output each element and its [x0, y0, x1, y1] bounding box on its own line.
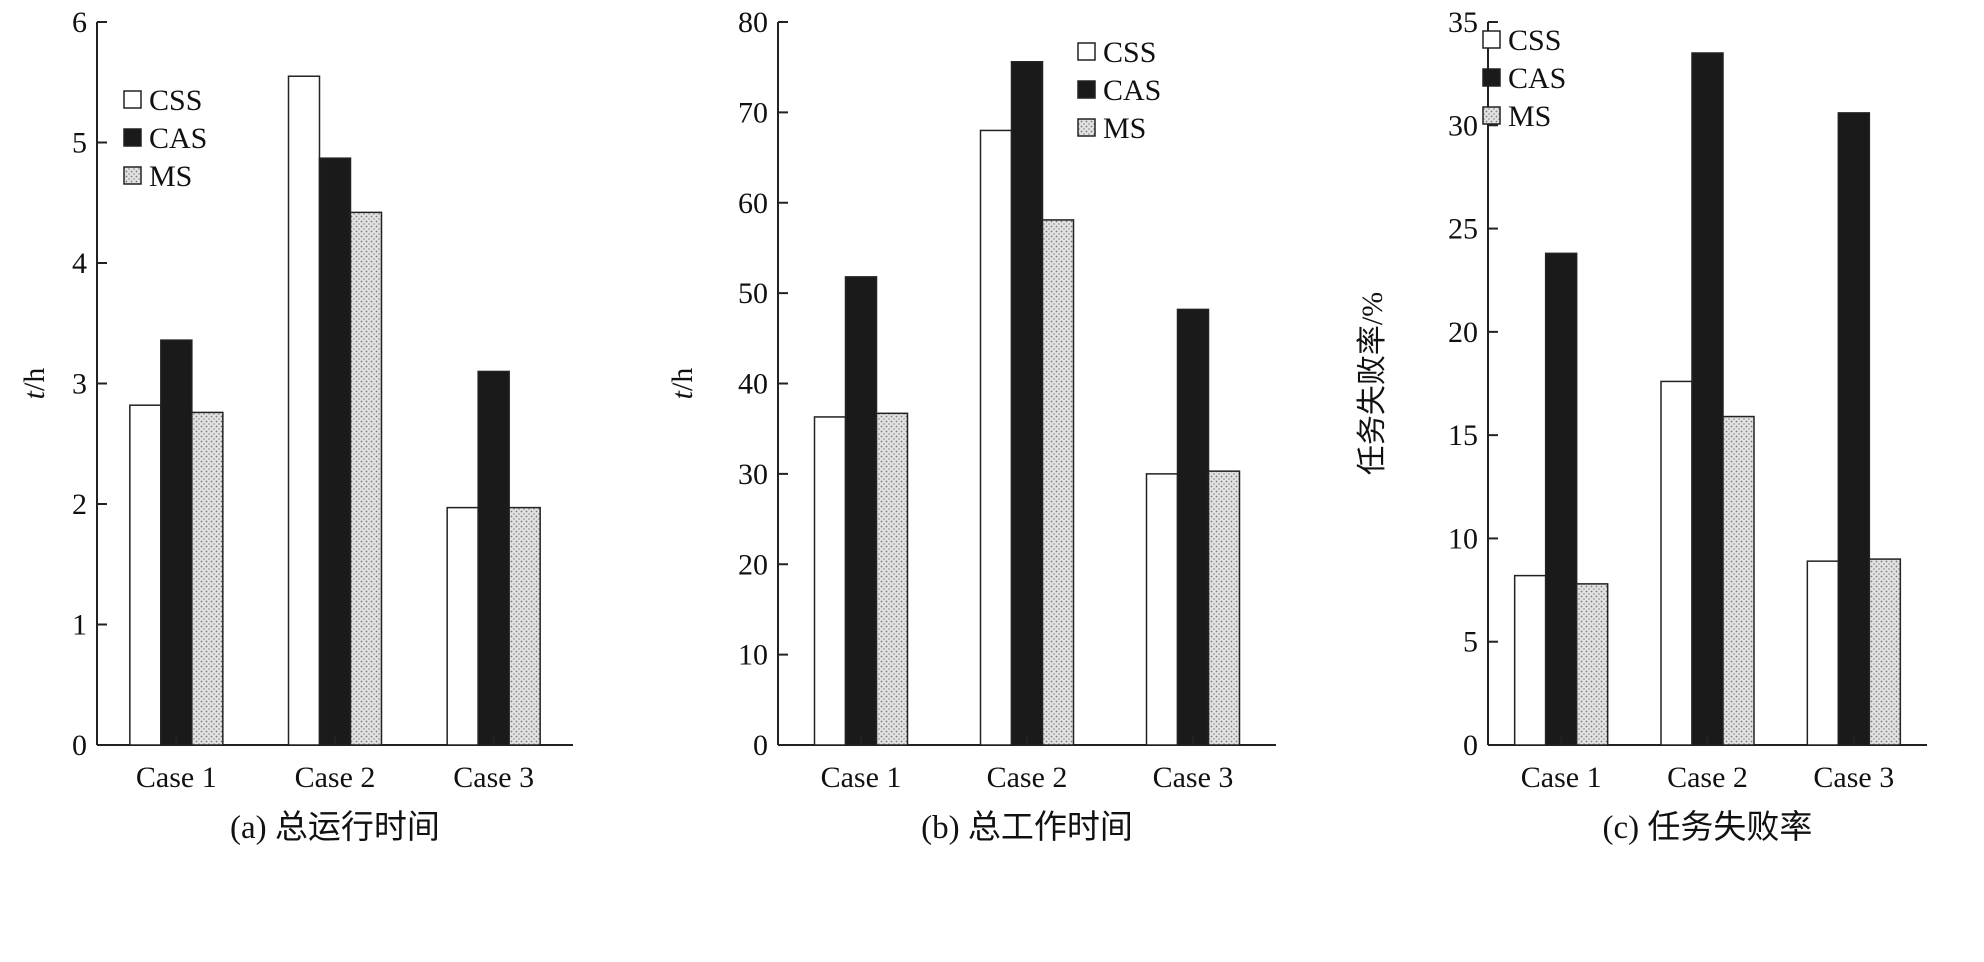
bar-css-1	[813, 416, 847, 746]
y-tick-label: 40	[738, 368, 768, 401]
y-tick-label: 80	[738, 6, 768, 39]
legend-swatch-ms	[1077, 118, 1096, 137]
bar-cas-2	[318, 157, 352, 746]
legend-swatch-cas	[1077, 80, 1096, 99]
legend-swatch-css	[1077, 42, 1096, 61]
chart-panel-1: 0 1 2 3 4 5 6 Case 1 Case 2 Case 3 t/h (a) 总运行时间 CSS…	[18, 6, 573, 846]
y-tick-label: 5	[72, 127, 87, 160]
bar-cas-1	[844, 276, 878, 746]
bar-ms-1	[191, 411, 224, 746]
x-tick-label: Case 3	[453, 761, 534, 794]
y-tick-label: 0	[753, 729, 768, 762]
legend: CSS CAS MS	[123, 84, 207, 193]
y-tick-label: 20	[1448, 316, 1478, 349]
bar-cas-3	[1176, 308, 1210, 746]
x-tick-label: Case 2	[295, 761, 376, 794]
bar-ms-3	[1868, 558, 1902, 746]
legend-label-cas: CAS	[149, 122, 207, 155]
y-tick-label: 60	[738, 187, 768, 220]
y-tick-label: 15	[1448, 419, 1478, 452]
bar-ms-3	[1207, 470, 1241, 746]
legend-label-css: CSS	[149, 84, 202, 117]
x-tick-label: Case 1	[821, 761, 902, 794]
y-axis-label: 任务失败率/%	[1356, 292, 1389, 475]
bar-css-2	[287, 75, 321, 746]
bar-cas-2	[1010, 61, 1044, 746]
bar-css-2	[1660, 380, 1693, 746]
y-tick-label: 20	[738, 548, 768, 581]
x-tick-label: Case 2	[1667, 761, 1748, 794]
y-tick-label: 6	[72, 6, 87, 39]
legend-label-ms: MS	[1103, 112, 1146, 145]
y-tick-label: 30	[1448, 109, 1478, 142]
bar-ms-2	[1041, 219, 1075, 746]
x-tick-label: Case 3	[1153, 761, 1234, 794]
legend-swatch-cas	[123, 128, 142, 147]
legend-label-cas: CAS	[1103, 74, 1161, 107]
y-tick-label: 35	[1448, 6, 1478, 39]
bar-css-3	[1806, 560, 1840, 746]
panel-caption: (a) 总运行时间	[230, 809, 440, 846]
y-tick-label: 50	[738, 277, 768, 310]
legend-swatch-ms	[123, 166, 142, 185]
bar-cas-3	[477, 370, 510, 746]
bar-cas-2	[1691, 52, 1724, 746]
bar-ms-2	[349, 211, 383, 746]
bar-cas-1	[1544, 252, 1578, 746]
y-axis-label: t/h	[666, 368, 699, 400]
x-tick-label: Case 1	[136, 761, 217, 794]
x-tick-label: Case 1	[1521, 761, 1602, 794]
bar-css-1	[129, 404, 162, 746]
bar-ms-3	[508, 506, 541, 746]
y-tick-label: 10	[738, 639, 768, 672]
legend-swatch-cas	[1482, 68, 1501, 87]
y-axis-label: t/h	[18, 368, 51, 400]
bar-css-3	[446, 506, 479, 746]
y-tick-label: 2	[72, 488, 87, 521]
bar-css-3	[1145, 473, 1179, 746]
y-tick-label: 5	[1463, 626, 1478, 659]
legend-label-ms: MS	[149, 160, 192, 193]
y-tick-label: 1	[72, 609, 87, 642]
bar-cas-1	[160, 339, 193, 746]
bar-ms-1	[875, 412, 909, 746]
y-tick-label: 25	[1448, 213, 1478, 246]
bar-css-1	[1513, 574, 1547, 746]
y-tick-label: 0	[72, 729, 87, 762]
legend-label-css: CSS	[1508, 24, 1561, 57]
legend-swatch-css	[1482, 30, 1501, 49]
legend-swatch-css	[123, 90, 142, 109]
bar-ms-1	[1575, 583, 1609, 746]
panel-caption: (c) 任务失败率	[1603, 809, 1813, 846]
legend-label-cas: CAS	[1508, 62, 1566, 95]
x-tick-label: Case 2	[987, 761, 1068, 794]
chart-panel-3: 0 5 10 15 20 25 30 35 Case 1 Case 2 Case 3 任务失败率/% (…	[1356, 6, 1927, 846]
legend-label-ms: MS	[1508, 100, 1551, 133]
legend-label-css: CSS	[1103, 36, 1156, 69]
y-tick-label: 0	[1463, 729, 1478, 762]
x-tick-label: Case 3	[1813, 761, 1894, 794]
bar-ms-2	[1722, 415, 1755, 746]
y-tick-label: 10	[1448, 522, 1478, 555]
legend: CSS CAS MS	[1077, 36, 1161, 145]
y-tick-label: 4	[72, 247, 87, 280]
y-tick-label: 30	[738, 458, 768, 491]
legend: CSS CAS MS	[1482, 24, 1566, 133]
panel-caption: (b) 总工作时间	[921, 809, 1133, 846]
bar-css-2	[979, 129, 1013, 746]
y-tick-label: 70	[738, 96, 768, 129]
y-tick-label: 3	[72, 368, 87, 401]
legend-swatch-ms	[1482, 106, 1501, 125]
bar-cas-3	[1837, 112, 1871, 746]
chart-panel-2: 0 10 20 30 40 50 60 70 80 Case 1 Case 2 Case 3 t/h (b…	[666, 6, 1276, 846]
